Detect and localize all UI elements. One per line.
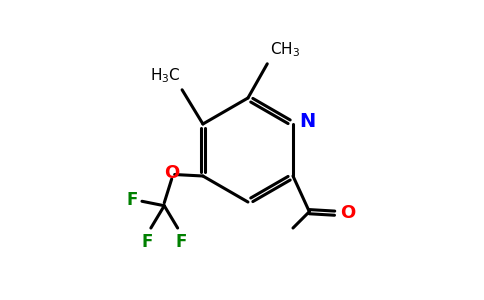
- Text: O: O: [164, 164, 179, 182]
- Text: H$_3$C: H$_3$C: [150, 67, 181, 85]
- Text: CH$_3$: CH$_3$: [270, 40, 300, 59]
- Text: N: N: [300, 112, 316, 130]
- Text: F: F: [176, 233, 187, 251]
- Text: F: F: [142, 233, 153, 251]
- Text: F: F: [126, 191, 137, 209]
- Text: O: O: [340, 204, 355, 222]
